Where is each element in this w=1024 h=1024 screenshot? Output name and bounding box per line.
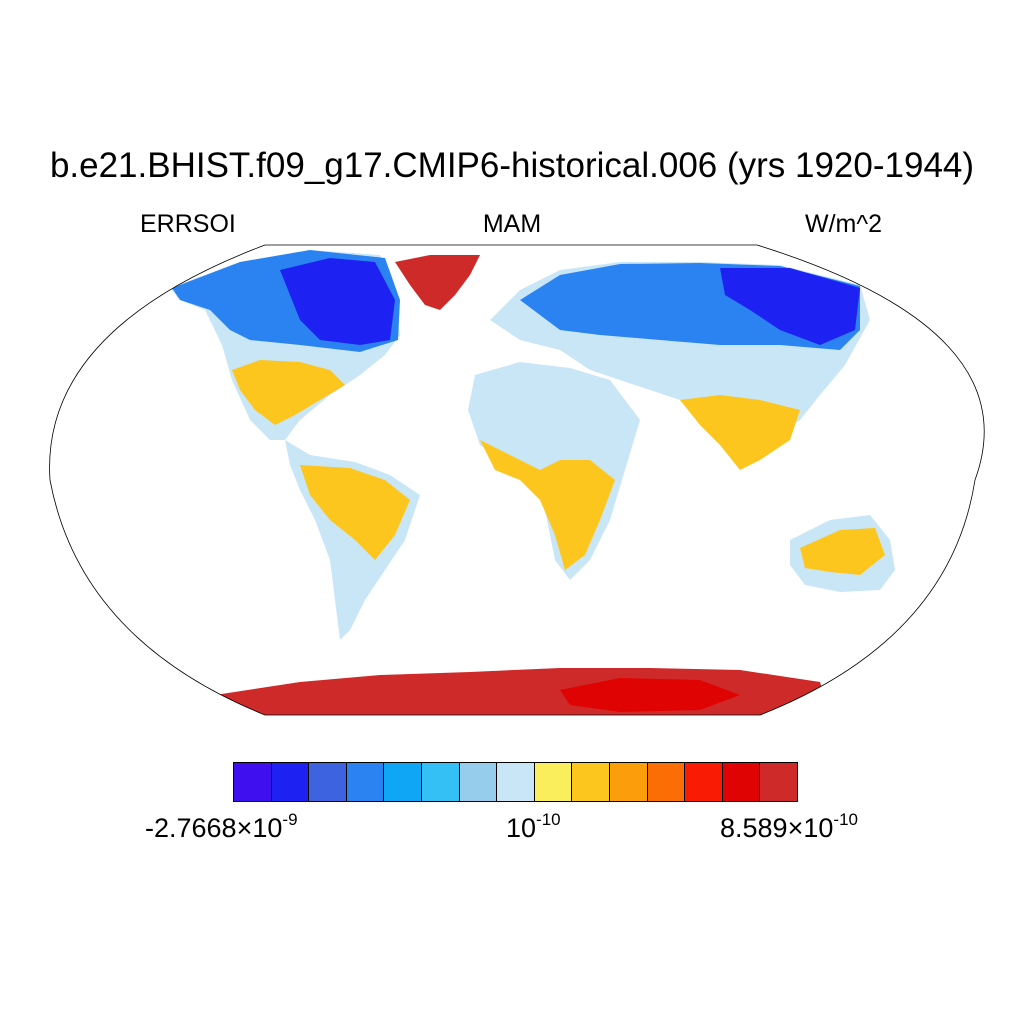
colorbar-box-9 [533,762,573,802]
colorbar-min-mantissa: -2.7668 [145,813,237,843]
colorbar-box-12 [646,762,686,802]
region-antarctica-deep [560,678,740,712]
colorbar-max-base: 10 [803,813,834,843]
colorbar-max-exponent: -10 [833,810,858,829]
region-africa-warm [480,440,615,570]
colorbar-min-times: × [236,813,253,843]
region-south-asia-warm [680,395,800,470]
colorbar-box-4 [345,762,385,802]
region-northeast-asia-coldest [720,268,860,345]
colorbar-max-label: 8.589×10-10 [720,810,858,844]
colorbar-box-1 [233,762,272,802]
colorbar-mid-base: 10 [506,813,537,843]
colorbar-max-mantissa: 8.589 [720,813,788,843]
colorbar-mid-label: 10-10 [506,810,561,844]
colorbar-box-15 [759,762,798,802]
colorbar-box-3 [308,762,347,802]
colorbar-min-label: -2.7668×10-9 [145,810,298,844]
colorbar [233,762,798,802]
map-outline [49,244,985,716]
colorbar-min-exponent: -9 [282,810,298,829]
landmass-antarctica [210,668,830,715]
colorbar-box-8 [496,762,535,802]
units-label: W/m^2 [804,210,882,238]
colorbar-box-14 [721,762,761,802]
colorbar-box-2 [270,762,310,802]
colorbar-box-5 [383,762,422,802]
colorbar-box-11 [608,762,648,802]
region-canada-coldest [280,258,395,345]
colorbar-box-13 [684,762,723,802]
colorbar-box-10 [571,762,610,802]
season-label: MAM [482,210,542,238]
colorbar-min-base: 10 [252,813,283,843]
landmass-greenland [395,255,480,310]
colorbar-box-6 [420,762,460,802]
region-australia-warm [800,528,885,575]
region-south-america-warm [300,465,410,560]
variable-label: ERRSOI [140,210,236,238]
colorbar-mid-exponent: -10 [536,810,561,829]
region-us-warm [232,360,345,425]
colorbar-box-7 [458,762,498,802]
map-title: b.e21.BHIST.f09_g17.CMIP6-historical.006… [49,146,975,185]
colorbar-max-times: × [787,813,804,843]
